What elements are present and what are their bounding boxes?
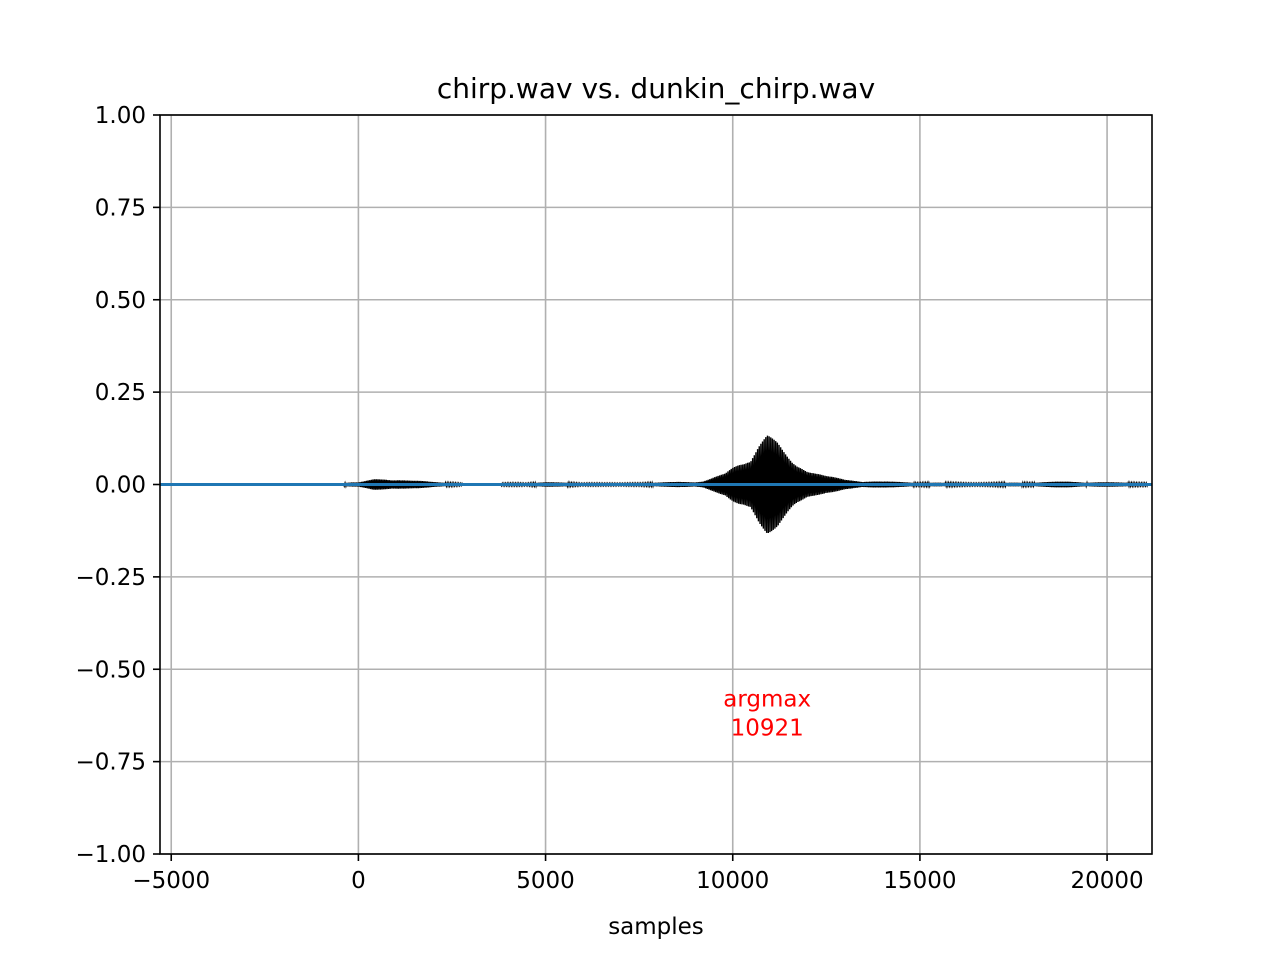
y-tick-label: −0.25 [76, 565, 146, 591]
y-tick-label: −0.75 [76, 750, 146, 776]
argmax-annotation: argmax 10921 [723, 687, 811, 742]
y-tick-label: −0.50 [76, 657, 146, 683]
y-tick-label: 0.75 [95, 195, 146, 221]
x-tick-label: 20000 [1070, 868, 1143, 894]
x-ticks: −5000 0 5000 10000 15000 20000 [132, 854, 1144, 894]
annotation-argmax-label: argmax [723, 687, 811, 713]
x-axis-label: samples [608, 914, 704, 940]
y-tick-label: 0.00 [95, 473, 146, 499]
x-tick-label: 0 [351, 868, 366, 894]
y-tick-label: −1.00 [76, 842, 146, 868]
y-tick-label: 0.50 [95, 288, 146, 314]
x-tick-label: 5000 [516, 868, 575, 894]
y-tick-label: 0.25 [95, 380, 146, 406]
chart-title: chirp.wav vs. dunkin_chirp.wav [437, 72, 875, 105]
y-ticks: 1.00 0.75 0.50 0.25 0.00 −0.25 −0.50 −0.75 −1.00 [76, 103, 160, 868]
annotation-argmax-value: 10921 [731, 716, 804, 742]
x-tick-label: −5000 [132, 868, 210, 894]
y-tick-label: 1.00 [95, 103, 146, 129]
plot-series [160, 435, 1152, 534]
x-tick-label: 15000 [883, 868, 956, 894]
x-tick-label: 10000 [696, 868, 769, 894]
